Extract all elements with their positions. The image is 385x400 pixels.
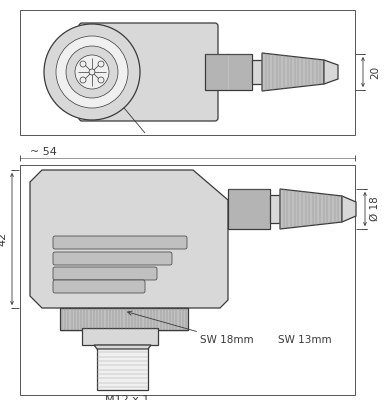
Bar [252,60,262,84]
Bar [228,189,270,229]
Circle shape [98,61,104,67]
Bar [205,54,252,90]
FancyBboxPatch shape [53,280,145,293]
Circle shape [80,77,86,83]
Circle shape [44,24,140,120]
Bar [82,328,158,345]
Circle shape [66,46,118,98]
Text: ~ 54: ~ 54 [30,147,57,157]
Text: 20: 20 [370,66,380,78]
Text: SW 13mm: SW 13mm [278,335,332,345]
Polygon shape [94,345,151,349]
Circle shape [98,77,104,83]
Polygon shape [342,196,356,222]
Circle shape [89,69,95,75]
Circle shape [56,36,128,108]
Bar [270,195,280,223]
FancyBboxPatch shape [53,252,172,265]
Bar [97,345,148,390]
Polygon shape [280,189,342,229]
Bar [20,165,355,395]
Text: SW 18mm: SW 18mm [127,311,254,345]
Polygon shape [262,53,324,91]
Polygon shape [324,60,338,84]
FancyBboxPatch shape [53,236,187,249]
Bar [20,10,355,135]
Bar [60,308,188,330]
Polygon shape [30,170,228,308]
Text: Ø 18: Ø 18 [370,197,380,221]
Text: M12 x 1: M12 x 1 [105,395,150,400]
FancyBboxPatch shape [79,23,218,121]
Text: 42: 42 [0,232,7,246]
Circle shape [75,55,109,89]
Circle shape [80,61,86,67]
FancyBboxPatch shape [53,267,157,280]
